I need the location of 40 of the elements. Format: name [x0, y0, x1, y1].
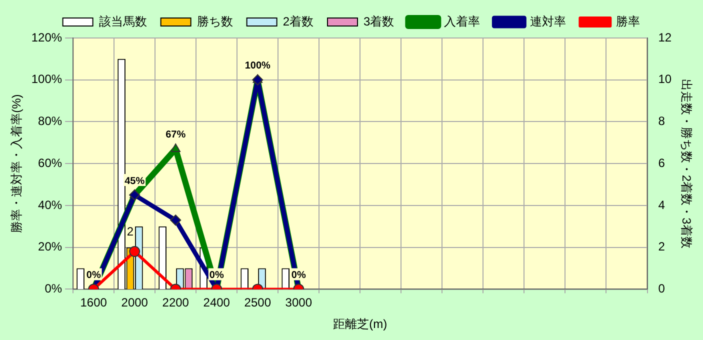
y2-tick-label: 4: [658, 198, 666, 212]
y-tick-label: 80%: [38, 114, 62, 128]
point: [129, 190, 140, 200]
data-label: 0%: [291, 270, 306, 281]
y-axis-title: 勝率・連対率・入着率(%): [10, 94, 24, 233]
legend-label: 2着数: [282, 14, 314, 28]
legend-label: 連対率: [530, 14, 566, 28]
data-label: 45%: [124, 176, 145, 187]
x-tick-label: 2400: [203, 296, 230, 310]
x-axis-title: 距離芝(m): [333, 317, 388, 332]
y-tick-label: 120%: [31, 30, 62, 44]
y-tick-label: 60%: [38, 156, 62, 170]
point: [170, 143, 180, 152]
y2-tick-label: 10: [658, 72, 672, 86]
x-tick-label: 1600: [80, 296, 108, 310]
point: [252, 74, 264, 86]
y2-axis-title: 出走数・勝ち数・2着数・3着数: [679, 78, 694, 248]
y2-tick-label: 12: [658, 30, 672, 44]
y2-tick-label: 6: [658, 156, 666, 170]
y-tick-label: 100%: [31, 72, 62, 86]
x-tick-label: 2000: [121, 296, 148, 310]
y2-tick-label: 2: [658, 240, 666, 254]
data-label: 2: [126, 224, 134, 239]
legend-label: 勝ち数: [196, 14, 233, 28]
y-tick-label: 40%: [38, 198, 62, 212]
y2-tick-label: 8: [658, 114, 666, 128]
y-tick-label: 20%: [38, 240, 62, 254]
x-tick-label: 2500: [244, 296, 272, 310]
legend-label: 勝率: [616, 14, 640, 28]
x-tick-label: 2200: [162, 296, 190, 310]
legend-label: 3着数: [364, 14, 394, 28]
data-label: 67%: [166, 130, 186, 141]
y2-tick-label: 0: [658, 282, 666, 296]
x-tick-label: 3000: [285, 296, 312, 310]
data-label: 100%: [244, 60, 271, 72]
data-label: 0%: [209, 270, 224, 281]
y-tick-label: 0%: [44, 282, 62, 296]
legend-label: 該当馬数: [98, 14, 147, 28]
data-label: 0%: [86, 270, 101, 281]
legend-label: 入着率: [444, 14, 480, 28]
